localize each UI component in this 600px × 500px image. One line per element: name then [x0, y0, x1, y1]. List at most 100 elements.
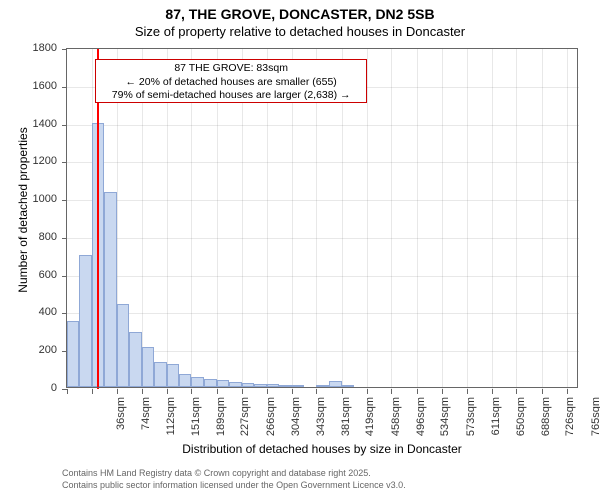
- xtick-label: 419sqm: [364, 397, 376, 447]
- histogram-bar: [104, 192, 116, 387]
- xtick-label: 726sqm: [564, 397, 576, 447]
- xtick-label: 227sqm: [239, 397, 251, 447]
- ytick-label: 200: [17, 344, 57, 356]
- chart-container: 87, THE GROVE, DONCASTER, DN2 5SB Size o…: [0, 0, 600, 500]
- histogram-bar: [204, 379, 216, 387]
- ytick-mark: [62, 200, 67, 201]
- gridline-h: [67, 276, 579, 277]
- plot-area: 02004006008001000120014001600180036sqm74…: [66, 48, 578, 388]
- histogram-bar: [67, 321, 79, 387]
- histogram-bar: [267, 384, 279, 387]
- xtick-label: 688sqm: [540, 397, 552, 447]
- xtick-mark: [417, 389, 418, 394]
- histogram-bar: [117, 304, 129, 387]
- histogram-bar: [179, 374, 191, 387]
- ytick-label: 1000: [17, 193, 57, 205]
- annotation-line: 87 THE GROVE: 83sqm: [100, 62, 362, 76]
- xtick-mark: [191, 389, 192, 394]
- xtick-label: 650sqm: [515, 397, 527, 447]
- ytick-label: 0: [17, 382, 57, 394]
- xtick-label: 458sqm: [390, 397, 402, 447]
- gridline-v: [567, 49, 568, 389]
- ytick-label: 600: [17, 269, 57, 281]
- chart-subtitle: Size of property relative to detached ho…: [0, 24, 600, 39]
- gridline-v: [492, 49, 493, 389]
- footer-line-1: Contains HM Land Registry data © Crown c…: [62, 468, 371, 478]
- gridline-h: [67, 162, 579, 163]
- gridline-h: [67, 238, 579, 239]
- xtick-mark: [117, 389, 118, 394]
- histogram-bar: [292, 385, 304, 387]
- ytick-mark: [62, 87, 67, 88]
- ytick-label: 1600: [17, 80, 57, 92]
- histogram-bar: [279, 385, 291, 387]
- ytick-mark: [62, 125, 67, 126]
- xtick-label: 611sqm: [490, 397, 502, 447]
- ytick-label: 1800: [17, 42, 57, 54]
- gridline-v: [467, 49, 468, 389]
- footer-line-2: Contains public sector information licen…: [62, 480, 406, 490]
- gridline-h: [67, 313, 579, 314]
- histogram-bar: [329, 381, 342, 387]
- histogram-bar: [129, 332, 142, 387]
- gridline-h: [67, 200, 579, 201]
- xtick-label: 36sqm: [115, 397, 127, 447]
- histogram-bar: [217, 380, 229, 387]
- gridline-v: [516, 49, 517, 389]
- xtick-mark: [542, 389, 543, 394]
- xtick-mark: [167, 389, 168, 394]
- xtick-mark: [316, 389, 317, 394]
- xtick-label: 266sqm: [265, 397, 277, 447]
- gridline-v: [542, 49, 543, 389]
- ytick-label: 1200: [17, 155, 57, 167]
- xtick-label: 112sqm: [165, 397, 177, 447]
- ytick-mark: [62, 49, 67, 50]
- xtick-mark: [367, 389, 368, 394]
- xtick-mark: [267, 389, 268, 394]
- histogram-bar: [229, 382, 241, 387]
- histogram-bar: [316, 385, 328, 387]
- xtick-mark: [391, 389, 392, 394]
- xtick-mark: [217, 389, 218, 394]
- ytick-mark: [62, 162, 67, 163]
- ytick-label: 1400: [17, 118, 57, 130]
- histogram-bar: [254, 384, 267, 387]
- histogram-bar: [167, 364, 179, 387]
- histogram-bar: [342, 385, 354, 387]
- histogram-bar: [142, 347, 154, 387]
- xtick-mark: [142, 389, 143, 394]
- xtick-mark: [92, 389, 93, 394]
- annotation-box: 87 THE GROVE: 83sqm← 20% of detached hou…: [95, 59, 367, 103]
- xtick-label: 343sqm: [315, 397, 327, 447]
- xtick-label: 189sqm: [215, 397, 227, 447]
- xtick-mark: [467, 389, 468, 394]
- histogram-bar: [154, 362, 166, 387]
- xtick-mark: [567, 389, 568, 394]
- ytick-label: 400: [17, 306, 57, 318]
- xtick-mark: [292, 389, 293, 394]
- xtick-mark: [442, 389, 443, 394]
- gridline-v: [391, 49, 392, 389]
- xtick-label: 151sqm: [190, 397, 202, 447]
- ytick-mark: [62, 313, 67, 314]
- annotation-line: ← 20% of detached houses are smaller (65…: [100, 76, 362, 90]
- xtick-mark: [242, 389, 243, 394]
- gridline-v: [417, 49, 418, 389]
- ytick-mark: [62, 276, 67, 277]
- xtick-label: 573sqm: [465, 397, 477, 447]
- xtick-label: 496sqm: [415, 397, 427, 447]
- ytick-mark: [62, 238, 67, 239]
- xtick-label: 74sqm: [140, 397, 152, 447]
- xtick-label: 534sqm: [439, 397, 451, 447]
- histogram-bar: [79, 255, 91, 387]
- xtick-label: 381sqm: [340, 397, 352, 447]
- annotation-line: 79% of semi-detached houses are larger (…: [100, 89, 362, 103]
- xtick-mark: [67, 389, 68, 394]
- xtick-mark: [342, 389, 343, 394]
- xtick-label: 765sqm: [590, 397, 600, 447]
- xtick-mark: [492, 389, 493, 394]
- xtick-mark: [516, 389, 517, 394]
- gridline-v: [442, 49, 443, 389]
- histogram-bar: [191, 377, 204, 387]
- gridline-h: [67, 125, 579, 126]
